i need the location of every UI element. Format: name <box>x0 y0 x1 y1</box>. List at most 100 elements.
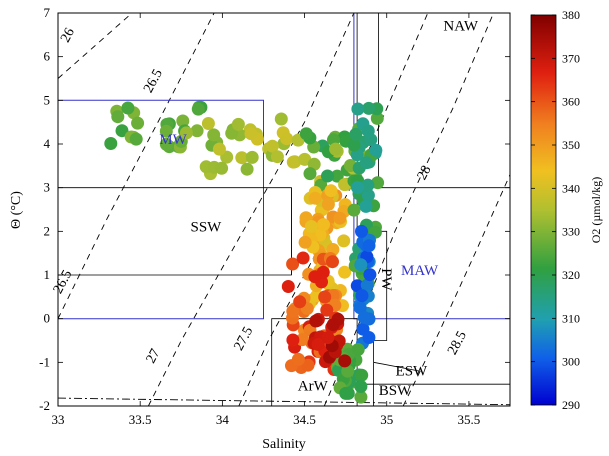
data-point <box>231 117 245 131</box>
colorbar-ticks: 290 300 310 320 330 340 350 360 370 380 <box>531 8 580 412</box>
colorbar-tick-label: 340 <box>562 181 580 195</box>
data-point <box>240 162 254 176</box>
data-point <box>355 368 369 382</box>
y-tick-label: 6 <box>44 49 51 64</box>
data-point <box>304 220 318 233</box>
data-point <box>369 143 383 157</box>
box-line-blue <box>58 99 264 320</box>
data-point <box>207 128 221 142</box>
y-tick-label: 4 <box>44 136 51 151</box>
data-point <box>354 390 368 404</box>
data-point <box>286 304 300 318</box>
data-point <box>293 295 307 309</box>
data-point <box>361 124 375 138</box>
colorbar <box>530 14 557 406</box>
scatter-points <box>104 100 385 404</box>
colorbar-tick-label: 310 <box>562 311 580 325</box>
density-contour <box>58 13 133 79</box>
contour-label: 27 <box>144 347 164 366</box>
data-point <box>201 117 215 130</box>
data-point <box>316 265 330 279</box>
x-tick-label: 34 <box>216 412 230 427</box>
x-tick-label: 35 <box>380 412 393 427</box>
data-point <box>330 169 344 183</box>
data-point <box>215 161 229 175</box>
colorbar-tick-label: 300 <box>562 355 580 369</box>
plot-frame <box>57 12 511 407</box>
x-tick-label: 33.5 <box>129 412 152 427</box>
y-axis-ticks: -2 -1 0 1 2 3 4 5 6 7 <box>39 5 510 413</box>
contour-label: 26 <box>58 26 78 45</box>
data-point <box>159 124 173 138</box>
data-point <box>274 112 288 126</box>
data-point <box>286 333 300 347</box>
plot-area <box>58 13 510 406</box>
data-point <box>235 151 249 165</box>
data-point <box>355 224 368 238</box>
data-point <box>179 126 193 140</box>
colorbar-tick-label: 360 <box>562 95 580 109</box>
contour-label: 28 <box>415 163 435 182</box>
data-point <box>339 386 353 400</box>
data-point <box>355 289 369 303</box>
freezing-line <box>58 397 510 406</box>
data-point <box>317 218 330 232</box>
colorbar-tick-label: 320 <box>562 268 580 282</box>
data-point <box>321 197 335 211</box>
data-point <box>159 137 173 151</box>
data-point <box>270 150 284 164</box>
data-point <box>350 148 364 162</box>
data-point <box>309 314 323 328</box>
data-point <box>326 255 339 269</box>
data-point <box>265 139 279 153</box>
data-point <box>357 311 371 324</box>
data-point <box>349 127 363 141</box>
data-point <box>338 354 352 368</box>
data-point <box>321 331 335 345</box>
x-tick-label: 33 <box>52 412 65 427</box>
data-point <box>329 142 343 156</box>
data-point <box>361 188 375 202</box>
data-point <box>281 280 295 293</box>
data-point <box>359 156 373 170</box>
data-point <box>318 290 332 304</box>
data-point <box>301 358 315 372</box>
data-point <box>244 127 258 141</box>
data-point <box>225 126 239 140</box>
data-point <box>337 234 351 248</box>
data-point <box>115 124 129 138</box>
data-point <box>296 251 310 265</box>
data-point <box>341 364 355 378</box>
data-point <box>350 279 364 293</box>
water-mass-label: MAW <box>401 263 439 279</box>
y-tick-label: 7 <box>44 5 51 20</box>
data-point <box>360 278 374 292</box>
data-point <box>359 199 373 213</box>
colorbar-label: O2 (µmol/kg) <box>589 177 603 244</box>
data-point <box>351 343 365 356</box>
data-point <box>362 331 376 344</box>
water-mass-label: BSW <box>379 383 412 399</box>
density-contour <box>58 13 215 319</box>
data-point <box>347 203 361 217</box>
data-point <box>104 137 118 150</box>
data-point <box>362 101 376 115</box>
data-point <box>363 268 377 282</box>
x-tick-label: 35.5 <box>458 412 481 427</box>
y-tick-label: 3 <box>44 180 51 195</box>
data-point <box>351 181 364 194</box>
data-point <box>333 211 347 225</box>
data-point <box>280 132 294 146</box>
colorbar-tick-label: 350 <box>562 138 580 152</box>
y-tick-label: 1 <box>44 267 51 282</box>
data-point <box>326 318 340 332</box>
data-point <box>354 380 368 393</box>
x-tick-label: 34.5 <box>293 412 316 427</box>
water-mass-labels: MW SSW MAW NAW PW ESW ArW BSW <box>159 18 479 399</box>
data-point <box>351 102 365 116</box>
y-tick-label: 2 <box>44 223 51 238</box>
data-point <box>190 124 204 138</box>
data-point <box>324 184 338 198</box>
y-tick-label: -1 <box>39 354 50 369</box>
